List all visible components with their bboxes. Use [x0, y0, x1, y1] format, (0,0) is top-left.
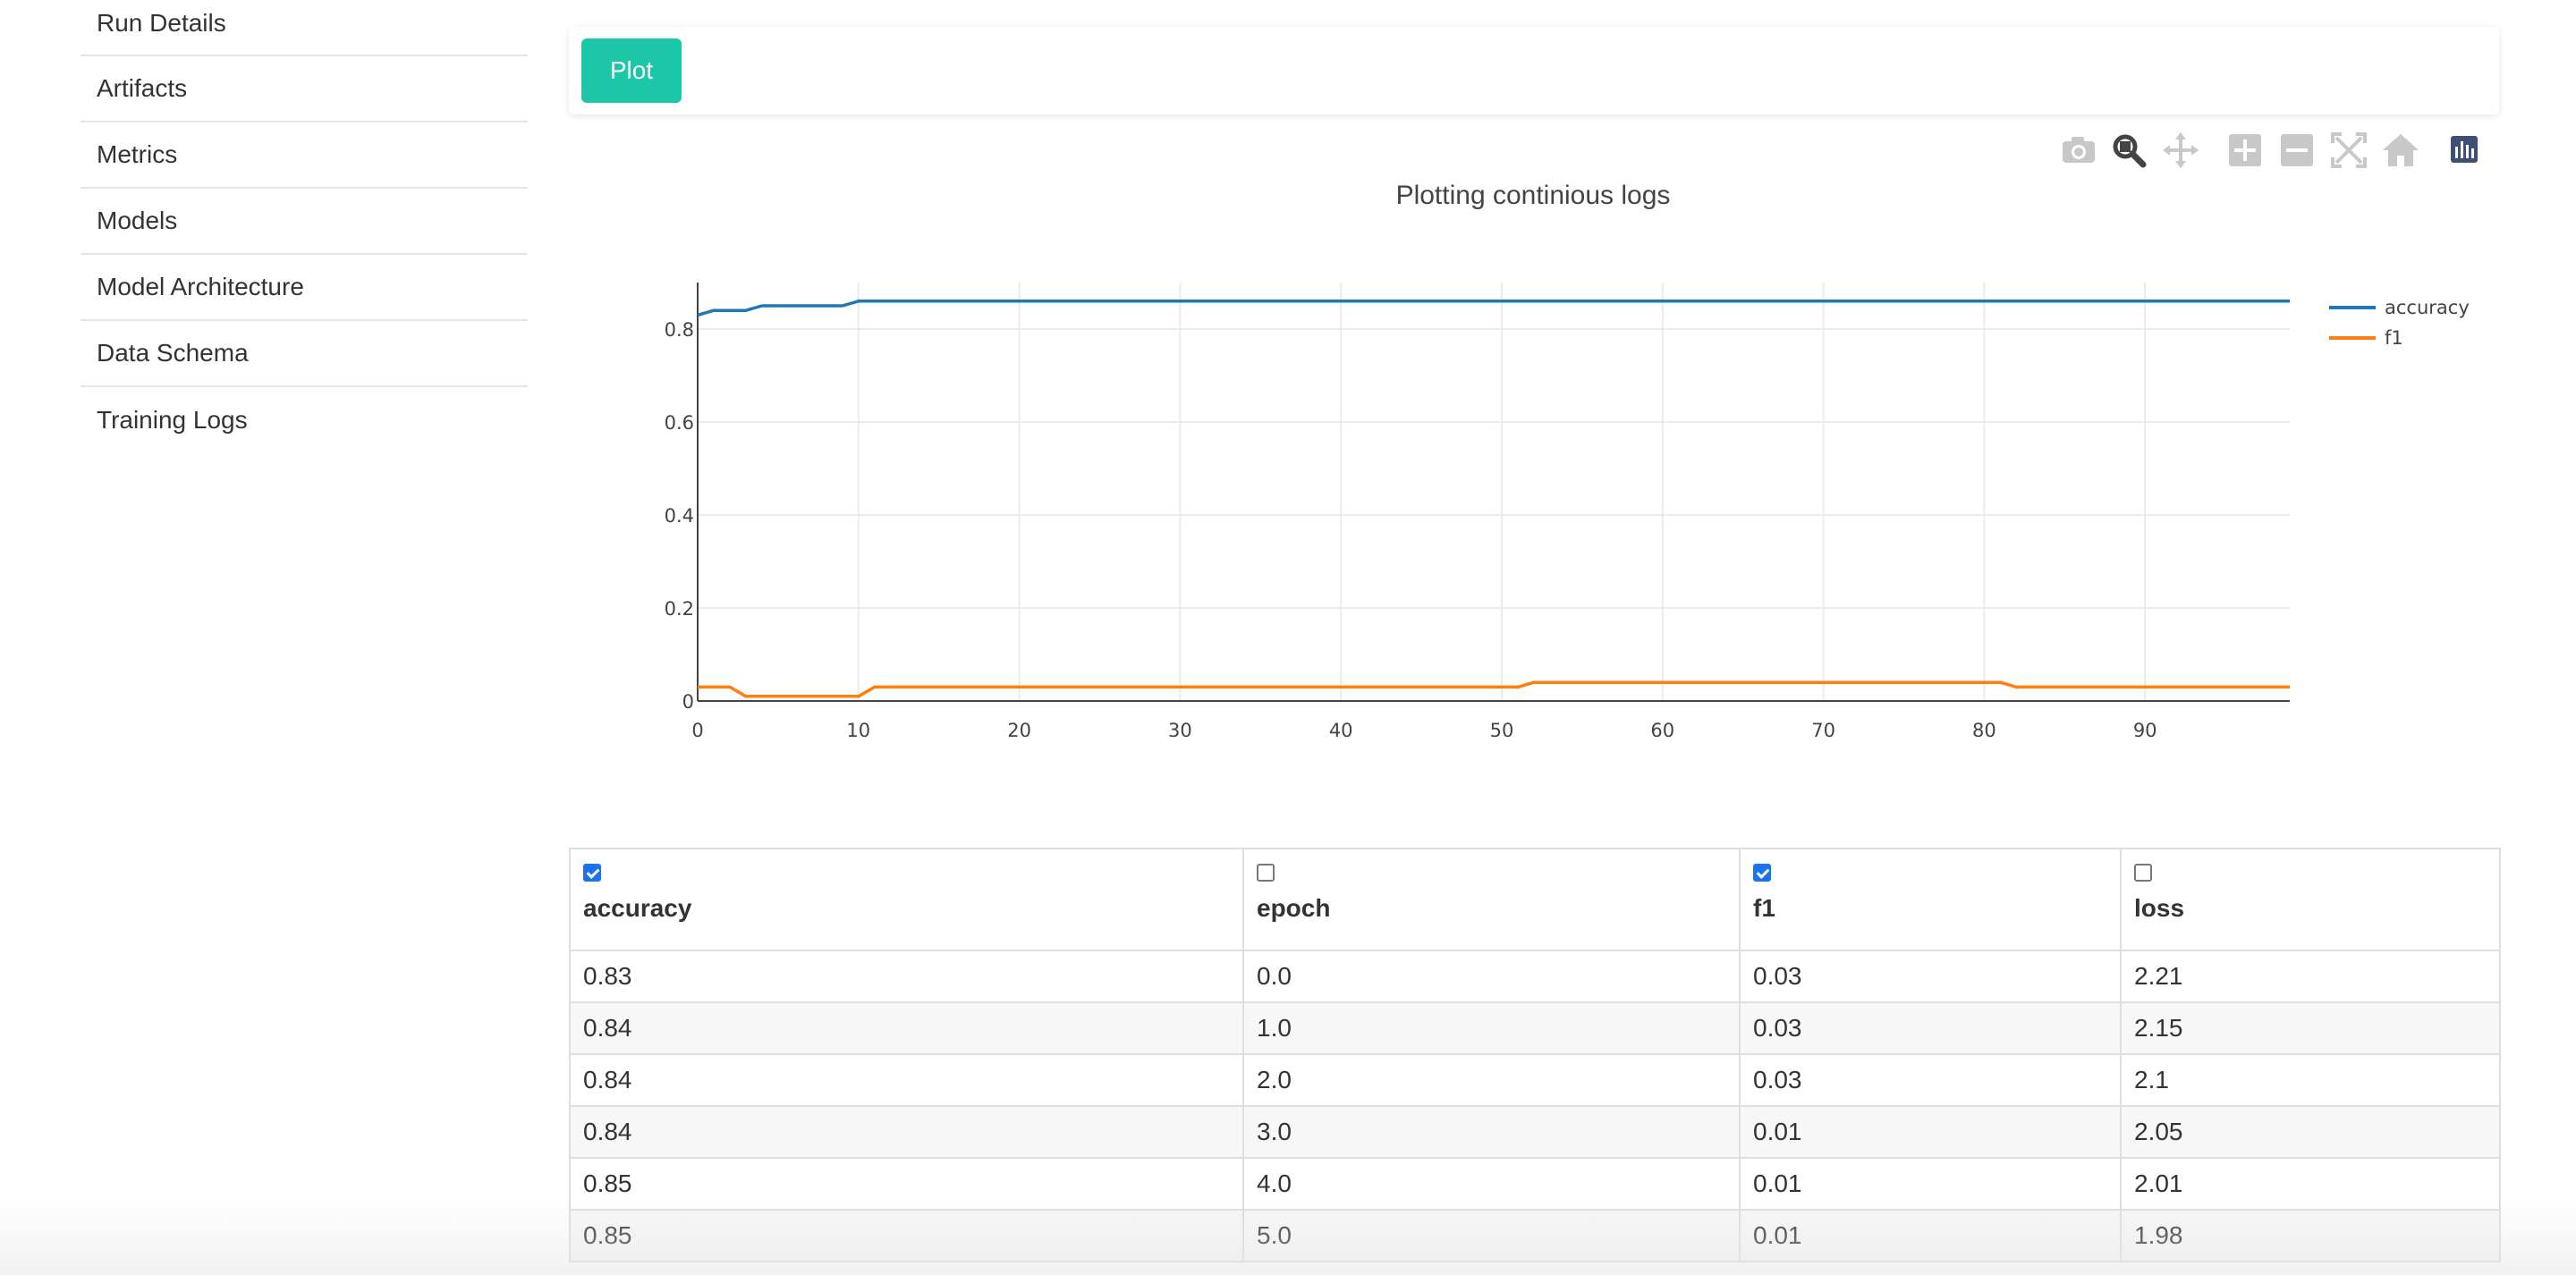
- table-cell: 2.01: [2120, 1157, 2501, 1211]
- column-header-accuracy: accuracy: [569, 848, 1244, 951]
- table-row: 0.84 1.0 0.03 2.15: [569, 1001, 2501, 1055]
- legend-label-f1: f1: [2385, 327, 2403, 349]
- y-tick-label: 0.4: [665, 505, 694, 527]
- column-label: f1: [1753, 894, 1775, 922]
- x-tick-label: 90: [2133, 720, 2157, 741]
- chart-legend[interactable]: accuracy f1: [2329, 297, 2470, 349]
- x-tick-label: 40: [1329, 720, 1353, 741]
- sidebar-item-label: Models: [97, 207, 178, 234]
- table-header-row: accuracy epoch f1 loss: [569, 848, 2501, 951]
- table-cell: 0.84: [569, 1105, 1244, 1159]
- column-label: accuracy: [583, 894, 692, 922]
- table-cell: 1.0: [1242, 1001, 1741, 1055]
- table-cell: 0.03: [1739, 950, 2122, 1003]
- sidebar-item-data-schema[interactable]: Data Schema: [80, 321, 528, 387]
- sidebar-item-label: Data Schema: [97, 339, 249, 367]
- x-tick-label: 50: [1490, 720, 1514, 741]
- table-cell: 0.84: [569, 1001, 1244, 1055]
- table-cell: 1.98: [2120, 1209, 2501, 1262]
- series-line-f1: [698, 680, 2290, 698]
- table-row: 0.84 3.0 0.01 2.05: [569, 1105, 2501, 1159]
- column-header-f1: f1: [1739, 848, 2122, 951]
- table-cell: 0.01: [1739, 1105, 2122, 1159]
- table-cell: 3.0: [1242, 1105, 1741, 1159]
- column-header-loss: loss: [2120, 848, 2501, 951]
- x-tick-label: 70: [1811, 720, 1835, 741]
- table-cell: 2.21: [2120, 950, 2501, 1003]
- table-row: 0.85 4.0 0.01 2.01: [569, 1157, 2501, 1211]
- sidebar-item-metrics[interactable]: Metrics: [80, 122, 528, 189]
- table-cell: 2.0: [1242, 1053, 1741, 1107]
- x-tick-label: 30: [1168, 720, 1192, 741]
- line-chart: Plotting continious logs 0 10 20 30 40 50 60 70…: [665, 181, 2470, 741]
- series-line-accuracy: [697, 300, 2290, 317]
- x-tick-label: 0: [691, 720, 703, 741]
- table-cell: 2.1: [2120, 1053, 2501, 1107]
- table-cell: 0.01: [1739, 1209, 2122, 1262]
- table-cell: 4.0: [1242, 1157, 1741, 1211]
- training-logs-table: accuracy epoch f1 loss 0.83 0.0: [569, 848, 2501, 1262]
- table-cell: 2.05: [2120, 1105, 2501, 1159]
- table-cell: 0.03: [1739, 1053, 2122, 1107]
- column-checkbox-f1[interactable]: [1753, 864, 1771, 882]
- x-tick-label: 60: [1650, 720, 1674, 741]
- table-cell: 0.84: [569, 1053, 1244, 1107]
- table-cell: 0.03: [1739, 1001, 2122, 1055]
- sidebar-item-label: Metrics: [97, 140, 178, 168]
- autoscale-icon[interactable]: [2327, 131, 2370, 170]
- y-tick-label: 0.2: [665, 598, 694, 620]
- chart-series: [697, 300, 2290, 698]
- column-label: epoch: [1257, 894, 1331, 922]
- plotly-logo-icon[interactable]: [2442, 131, 2485, 170]
- y-tick-label: 0.8: [665, 319, 694, 341]
- column-checkbox-accuracy[interactable]: [583, 864, 601, 882]
- sidebar-item-models[interactable]: Models: [80, 189, 528, 255]
- column-checkbox-loss[interactable]: [2134, 864, 2152, 882]
- y-tick-label: 0: [682, 691, 694, 713]
- y-tick-label: 0.6: [665, 412, 694, 434]
- chart-grid: [698, 283, 2290, 701]
- chart-axes: 0 10 20 30 40 50 60 70 80 90 0 0.2 0.4 0.6 0.8: [665, 283, 2290, 741]
- sidebar-item-artifacts[interactable]: Artifacts: [80, 56, 528, 122]
- x-tick-label: 20: [1007, 720, 1031, 741]
- plot-toolbar: Plot: [569, 27, 2499, 114]
- table-row: 0.83 0.0 0.03 2.21: [569, 950, 2501, 1003]
- table-cell: 2.15: [2120, 1001, 2501, 1055]
- column-label: loss: [2134, 894, 2185, 922]
- reset-axes-icon[interactable]: [2379, 131, 2422, 170]
- table-cell: 0.0: [1242, 950, 1741, 1003]
- sidebar-item-label: Artifacts: [97, 74, 188, 102]
- sidebar-item-model-architecture[interactable]: Model Architecture: [80, 255, 528, 321]
- plot-button[interactable]: Plot: [581, 38, 682, 103]
- table-row: 0.84 2.0 0.03 2.1: [569, 1053, 2501, 1107]
- table-cell: 0.85: [569, 1157, 1244, 1211]
- x-tick-label: 80: [1972, 720, 1996, 741]
- chart-title: Plotting continious logs: [1396, 181, 1671, 210]
- sidebar: Run Details Artifacts Metrics Models Mod…: [80, 0, 528, 453]
- sidebar-item-label: Run Details: [97, 9, 226, 37]
- table-cell: 0.01: [1739, 1157, 2122, 1211]
- table-row: 0.85 5.0 0.01 1.98: [569, 1209, 2501, 1262]
- zoom-icon[interactable]: [2107, 131, 2150, 170]
- zoom-in-icon[interactable]: [2224, 131, 2267, 170]
- table-cell: 0.85: [569, 1209, 1244, 1262]
- table-cell: 0.83: [569, 950, 1244, 1003]
- zoom-out-icon[interactable]: [2275, 131, 2318, 170]
- camera-icon[interactable]: [2057, 131, 2100, 170]
- pan-icon[interactable]: [2159, 131, 2202, 170]
- column-header-epoch: epoch: [1242, 848, 1741, 951]
- sidebar-item-label: Model Architecture: [97, 273, 304, 300]
- sidebar-item-run-details[interactable]: Run Details: [80, 0, 528, 56]
- sidebar-item-label: Training Logs: [97, 406, 248, 434]
- x-tick-label: 10: [846, 720, 870, 741]
- table-cell: 5.0: [1242, 1209, 1741, 1262]
- column-checkbox-epoch[interactable]: [1257, 864, 1275, 882]
- legend-label-accuracy: accuracy: [2385, 297, 2470, 318]
- sidebar-item-training-logs[interactable]: Training Logs: [80, 387, 528, 453]
